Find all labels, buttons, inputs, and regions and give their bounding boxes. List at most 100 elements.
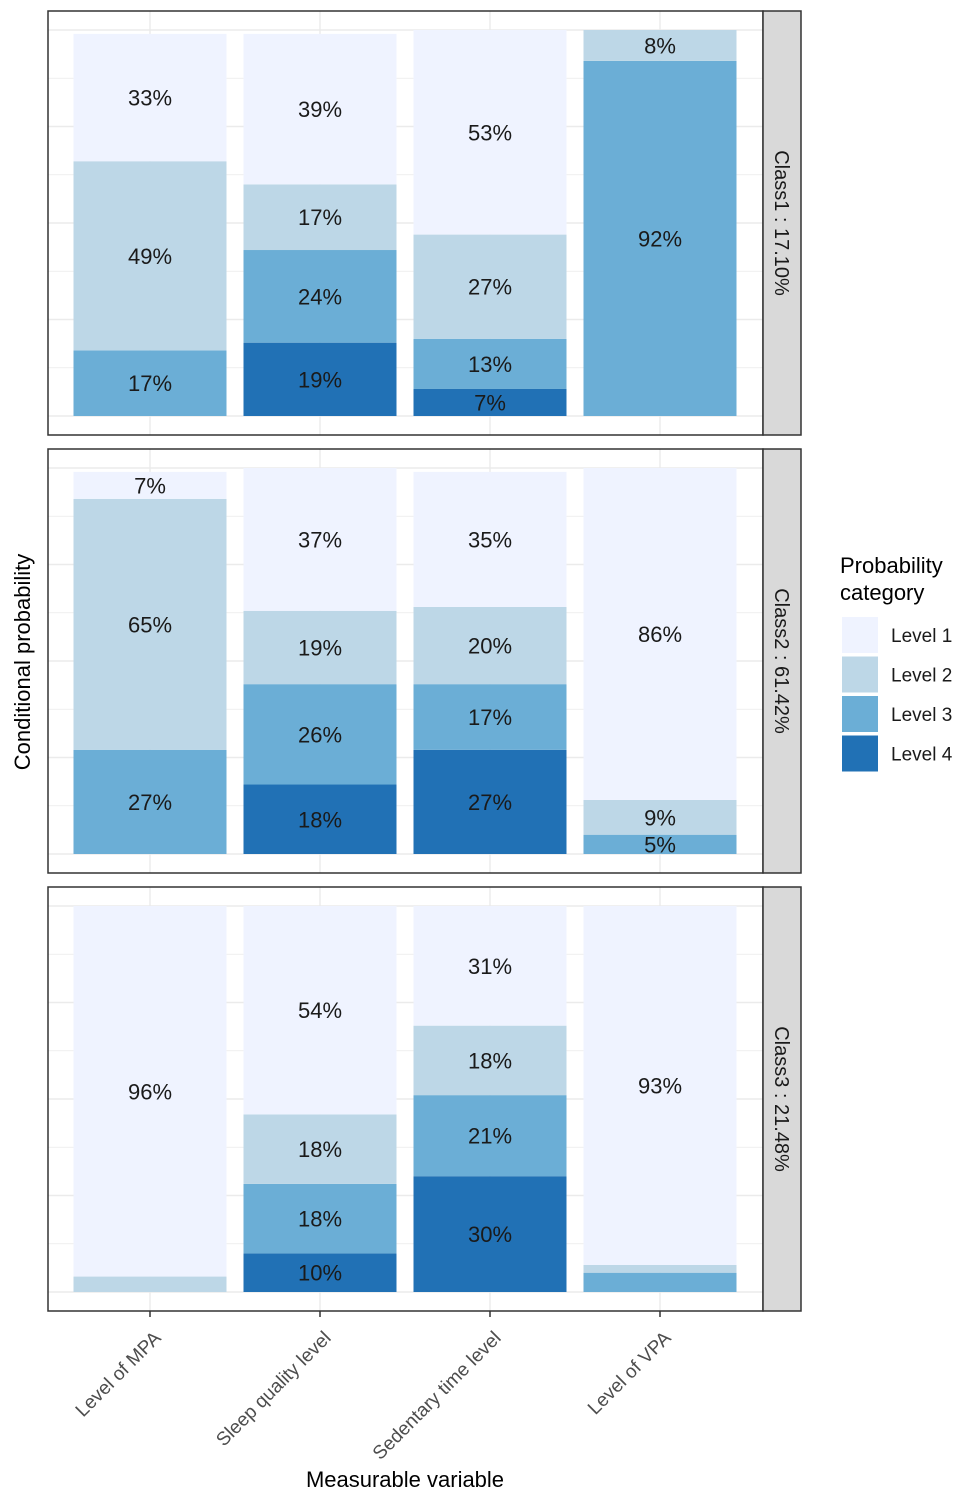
data-label: 27% [468,790,512,815]
legend-label: Level 3 [891,705,952,726]
data-label: 5% [644,832,676,857]
bar-segment [583,1272,737,1292]
bar-segment [73,350,227,416]
bar-segment [413,30,567,235]
bar-segment [583,60,737,416]
data-label: 17% [128,371,172,396]
bar-segment [243,1114,397,1184]
data-label: 10% [298,1261,342,1286]
bar-segment [413,1095,567,1177]
data-label: 86% [638,622,682,647]
legend-title: category [840,580,924,605]
facet-panel: 96% 10% 18% 18% 54% 30% 21% 18% 31% 93% Class3 : 2… [47,886,802,1312]
data-label: 24% [298,284,342,309]
data-label: 35% [468,527,512,552]
bar-segment [583,30,737,61]
data-label: 31% [468,954,512,979]
bar-segment [583,799,737,835]
bar-segment [243,342,397,416]
bar-segment [243,610,397,685]
data-label: 18% [298,807,342,832]
bar-segment [243,906,397,1115]
data-label: 18% [298,1137,342,1162]
x-axis-label: Measurable variable [306,1467,504,1492]
data-label: 18% [298,1207,342,1232]
data-label: 37% [298,527,342,552]
bar-segment [583,906,737,1265]
legend-label: Level 4 [891,745,953,766]
data-label: 92% [638,226,682,251]
data-label: 21% [468,1124,512,1149]
bar-segment [413,1176,567,1292]
legend-label: Level 2 [891,666,952,687]
data-label: 96% [128,1079,172,1104]
facet-strip-label: Class1 : 17.10% [770,150,792,296]
bar-segment [243,684,397,785]
bar-segment [243,468,397,611]
data-label: 27% [468,275,512,300]
legend-key [842,617,878,653]
data-label: 54% [298,998,342,1023]
bar-segment [73,161,227,351]
x-tick-label: Sedentary time level [369,1328,506,1465]
x-tick-label: Sleep quality level [212,1328,335,1451]
bar-segment [243,784,397,854]
data-label: 53% [468,120,512,145]
data-label: 13% [468,352,512,377]
bar-segment [413,388,567,416]
data-label: 8% [644,33,676,58]
data-label: 93% [638,1073,682,1098]
facet-panel: 27% 65% 7% 18% 26% 19% 37% 27% 17% 20% 35% 5%9% 86% C… [47,448,802,874]
facet-panel: 17% 49% 33% 19% 24% 17% 39% 7% 13% 27% 53% 92% 8% Cla… [47,10,802,436]
data-label: 27% [128,790,172,815]
x-axis: Level of MPA Sleep quality level Sedentary… [72,1311,676,1464]
data-label: 20% [468,634,512,659]
data-label: 26% [298,722,342,747]
bar-segment [73,1276,227,1292]
bar-segment [73,471,227,499]
bar-segment [73,749,227,854]
bar-segment [583,1264,737,1273]
data-label: 18% [468,1048,512,1073]
facet-strip [762,10,802,436]
legend-key [842,735,878,772]
data-label: 7% [474,390,506,415]
bar-segment [413,234,567,339]
legend-title: Probability [840,553,943,578]
bar-segment [413,684,567,750]
y-axis-label: Conditional probability [10,554,35,770]
facet-strip-label: Class3 : 21.48% [770,1026,792,1172]
data-label: 30% [468,1222,512,1247]
bar-segment [243,250,397,343]
data-label: 19% [298,367,342,392]
bar-segment [583,468,737,800]
legend-key [842,656,878,693]
data-label: 49% [128,244,172,269]
facet-strip-label: Class2 : 61.42% [770,588,792,734]
data-label: 9% [644,805,676,830]
x-tick-label: Level of MPA [72,1327,166,1421]
bar-segment [243,1183,397,1254]
bar-segment [73,33,227,162]
facet-strip [762,886,802,1312]
facet-strip [762,448,802,874]
bar-segment [413,749,567,854]
bar-segment [413,471,567,607]
data-label: 19% [298,635,342,660]
data-label: 65% [128,612,172,637]
bar-segment [243,1253,397,1292]
data-label: 7% [134,473,166,498]
data-label: 17% [298,205,342,230]
bar-segment [413,1025,567,1096]
bar-segment [243,33,397,185]
bar-segment [73,498,227,750]
panels: 17% 49% 33% 19% 24% 17% 39% 7% 13% 27% 53% 92% 8% Cla… [47,10,802,1312]
bar-segment [413,338,567,389]
x-tick-label: Level of VPA [584,1327,676,1419]
bar-segment [413,906,567,1026]
legend-key [842,696,878,732]
bar-segment [583,834,737,854]
data-label: 39% [298,97,342,122]
